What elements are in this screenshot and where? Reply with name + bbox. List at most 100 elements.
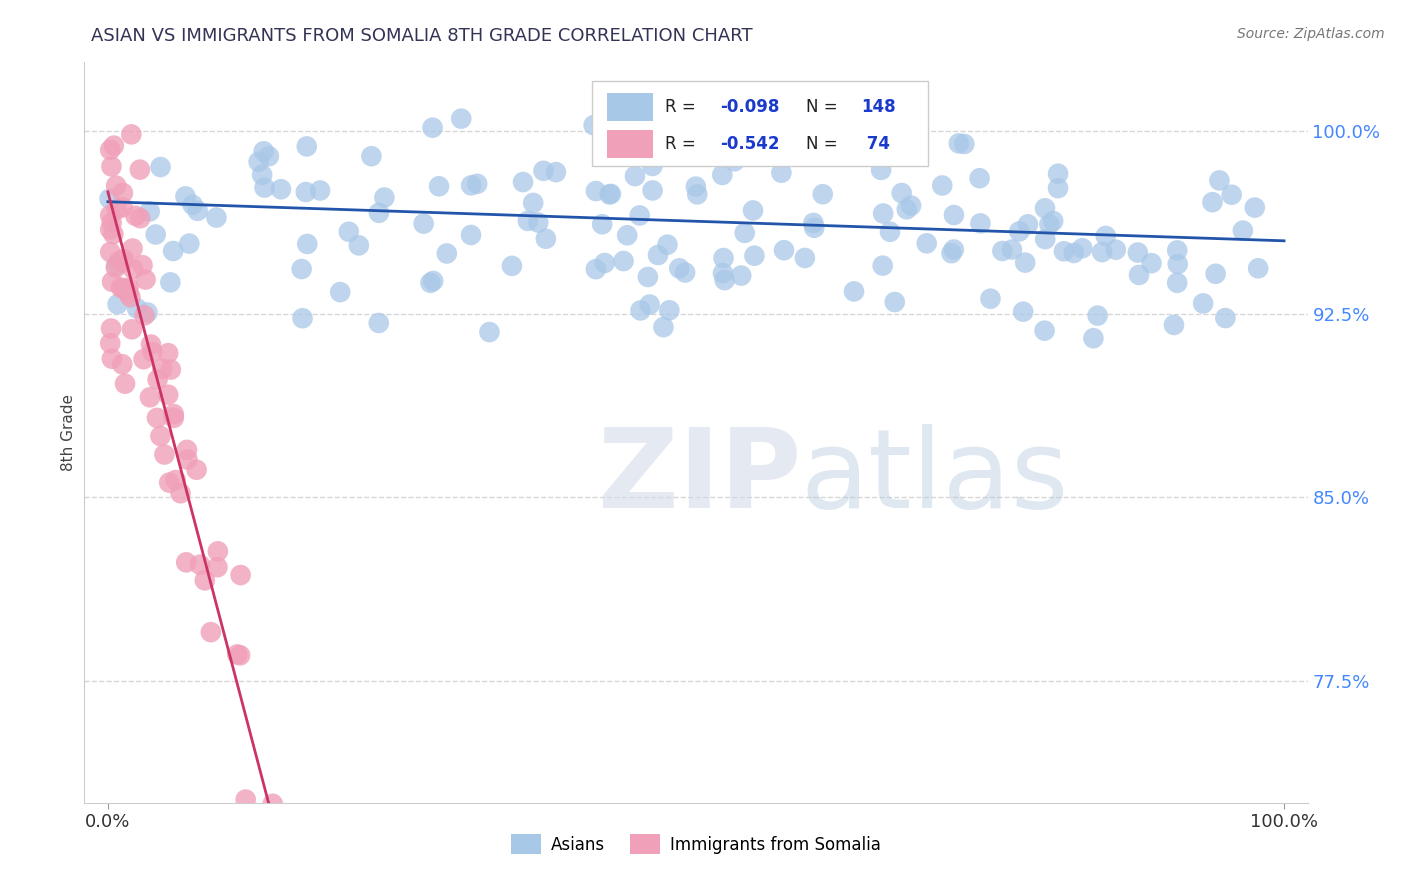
Point bbox=[163, 410, 186, 425]
Point bbox=[157, 346, 180, 360]
Point bbox=[942, 243, 965, 257]
Point bbox=[276, 808, 298, 822]
Point bbox=[149, 429, 172, 443]
Point bbox=[598, 187, 620, 202]
Point bbox=[124, 209, 146, 223]
Point bbox=[1001, 243, 1024, 257]
Point bbox=[890, 186, 912, 200]
Point bbox=[105, 178, 128, 193]
Point bbox=[100, 160, 122, 174]
Point bbox=[250, 168, 273, 182]
Point bbox=[723, 154, 745, 169]
Point bbox=[647, 248, 669, 262]
Point bbox=[118, 280, 141, 294]
Point bbox=[98, 192, 121, 206]
Point bbox=[103, 227, 125, 241]
Bar bbox=[606, 130, 654, 158]
Point bbox=[146, 410, 169, 425]
Point bbox=[105, 258, 128, 272]
Point bbox=[254, 808, 277, 822]
Point bbox=[544, 165, 567, 179]
Point bbox=[329, 285, 352, 299]
FancyBboxPatch shape bbox=[592, 81, 928, 166]
Point bbox=[319, 808, 342, 822]
Text: -0.098: -0.098 bbox=[720, 98, 780, 116]
Point bbox=[205, 211, 228, 225]
Point bbox=[257, 149, 280, 163]
Point bbox=[131, 258, 153, 272]
Point bbox=[337, 225, 360, 239]
Point bbox=[270, 182, 292, 196]
Point bbox=[1094, 229, 1116, 244]
Point bbox=[291, 311, 314, 326]
Point bbox=[770, 166, 793, 180]
Point bbox=[744, 249, 766, 263]
Point bbox=[149, 160, 172, 174]
Point bbox=[295, 139, 318, 153]
Point bbox=[628, 209, 651, 223]
Point bbox=[114, 376, 136, 391]
Point bbox=[896, 202, 918, 217]
Point bbox=[534, 232, 557, 246]
Point bbox=[1042, 214, 1064, 228]
Point bbox=[811, 187, 834, 202]
Point bbox=[181, 198, 204, 212]
Point bbox=[533, 163, 555, 178]
Point bbox=[112, 252, 135, 266]
Point bbox=[673, 265, 696, 279]
Point bbox=[229, 568, 252, 582]
Point bbox=[111, 357, 134, 371]
Point bbox=[235, 792, 257, 806]
Point bbox=[253, 180, 276, 194]
Point bbox=[101, 275, 124, 289]
Point bbox=[107, 297, 129, 311]
Point bbox=[111, 200, 134, 214]
Point bbox=[1232, 224, 1254, 238]
Text: R =: R = bbox=[665, 135, 702, 153]
Point bbox=[979, 292, 1001, 306]
Point bbox=[360, 149, 382, 163]
Point bbox=[226, 648, 249, 662]
Point bbox=[135, 272, 157, 286]
Point bbox=[1033, 232, 1056, 246]
Point bbox=[159, 276, 181, 290]
Point bbox=[1091, 245, 1114, 260]
Point bbox=[1243, 201, 1265, 215]
Point bbox=[600, 186, 623, 201]
Point bbox=[991, 244, 1014, 258]
Point bbox=[1017, 218, 1039, 232]
Point bbox=[373, 190, 395, 204]
Point bbox=[460, 178, 482, 193]
Point bbox=[591, 217, 613, 231]
Point bbox=[638, 297, 661, 311]
Point bbox=[347, 238, 370, 252]
Point bbox=[585, 184, 607, 198]
Point bbox=[1071, 241, 1094, 255]
Point bbox=[194, 574, 217, 588]
Point bbox=[104, 260, 127, 275]
Point bbox=[117, 285, 139, 300]
Point bbox=[111, 255, 134, 269]
Point bbox=[412, 217, 434, 231]
Point bbox=[98, 245, 121, 260]
Y-axis label: 8th Grade: 8th Grade bbox=[60, 394, 76, 471]
Point bbox=[612, 254, 634, 268]
Point bbox=[115, 283, 138, 297]
Point bbox=[1247, 261, 1270, 276]
Point bbox=[969, 171, 991, 186]
Point bbox=[103, 138, 125, 153]
Point bbox=[129, 211, 152, 226]
Point bbox=[128, 162, 150, 177]
Point bbox=[1163, 318, 1185, 332]
Point bbox=[200, 625, 222, 640]
Point bbox=[120, 290, 142, 304]
Point bbox=[146, 373, 169, 387]
Point bbox=[188, 558, 211, 572]
Point bbox=[367, 316, 389, 330]
Point bbox=[1008, 224, 1031, 238]
Point bbox=[658, 303, 681, 318]
Point bbox=[641, 159, 664, 173]
Point bbox=[111, 186, 134, 200]
Point bbox=[900, 198, 922, 212]
Point bbox=[247, 154, 270, 169]
